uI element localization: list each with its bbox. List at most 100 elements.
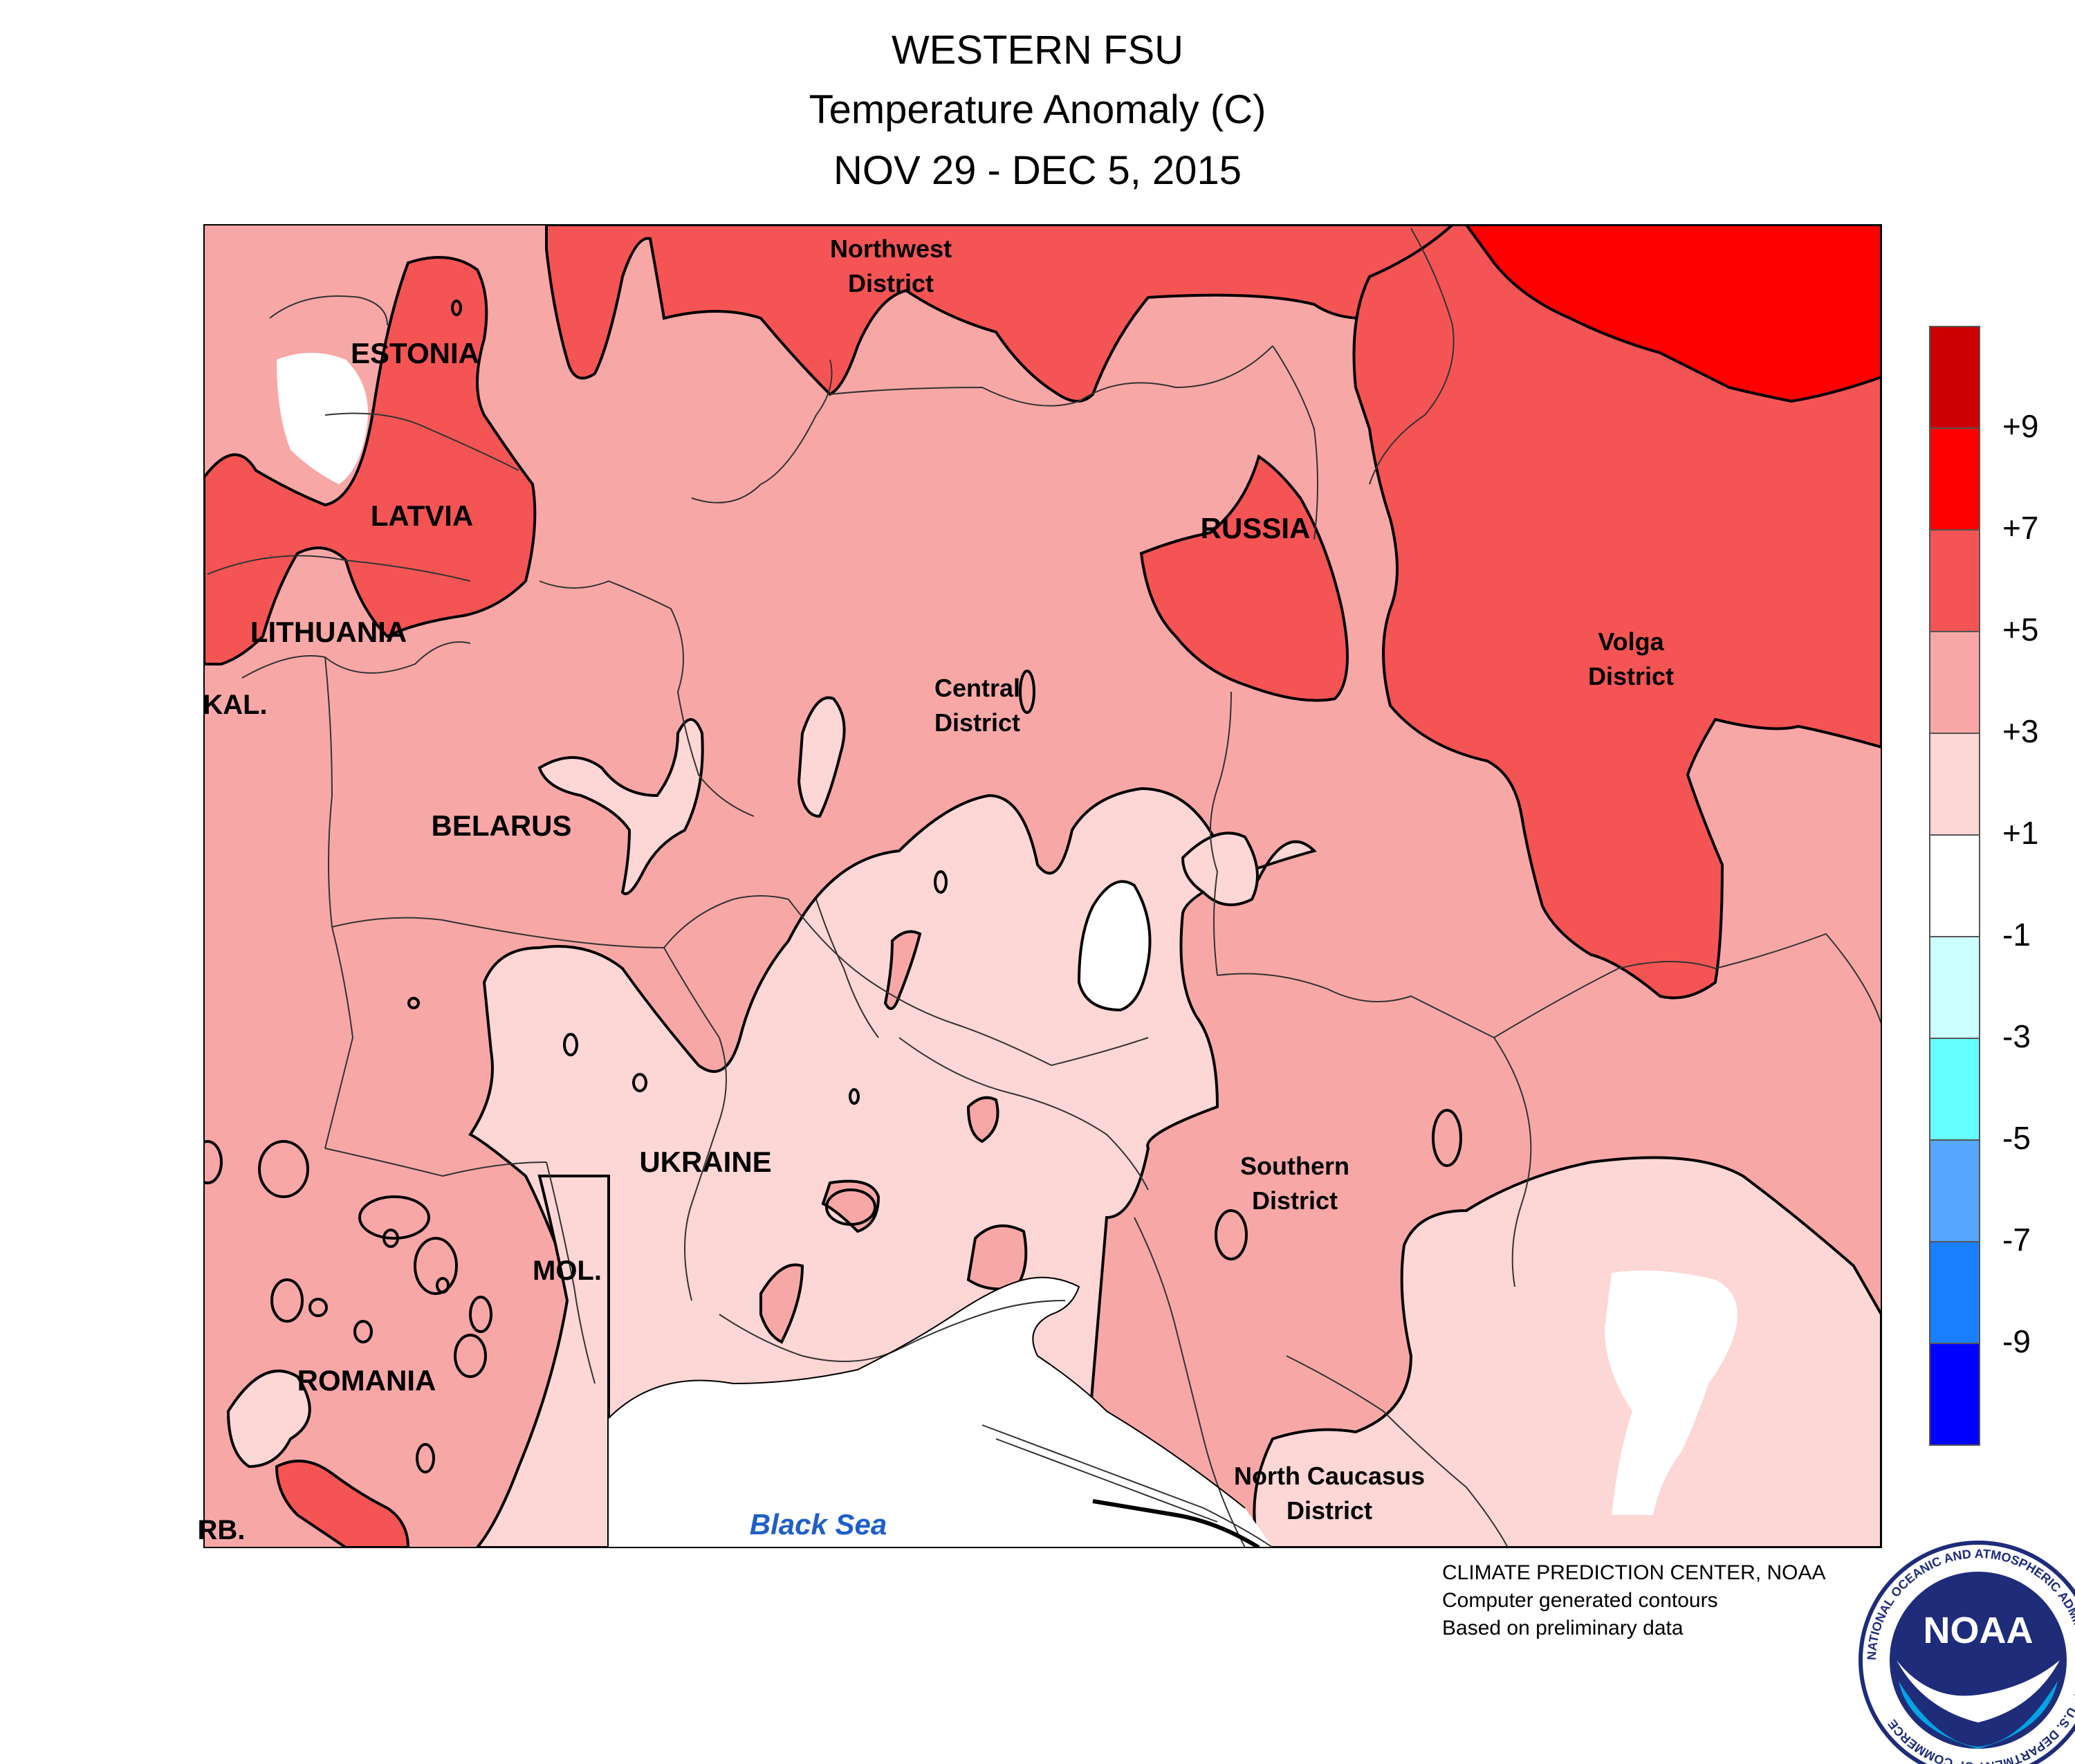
legend-swatch-3	[1929, 631, 1980, 734]
legend-swatch-7	[1929, 1038, 1980, 1141]
legend-swatch-0	[1929, 326, 1980, 429]
contour-island-15	[308, 1298, 328, 1317]
boundary-ukraine-south	[719, 1314, 900, 1362]
anomaly-region-moldova-romania-strip	[475, 1175, 610, 1547]
legend-tick-0: +9	[2002, 408, 2039, 444]
anomaly-region-neutral-caspian	[1605, 1270, 1737, 1515]
credit-line-2: Computer generated contours	[1442, 1589, 1718, 1612]
anomaly-region-ukraine-patch-3	[966, 1224, 1028, 1291]
logo-gull-shape	[1897, 1660, 2060, 1722]
boundary-moldova	[546, 1161, 596, 1384]
legend-tick-3: +3	[2002, 713, 2039, 749]
label-romania: ROMANIA	[297, 1364, 436, 1397]
contour-island-16	[353, 1320, 373, 1343]
anomaly-region-ukraine-patch-5	[883, 930, 922, 1010]
legend-color-bar	[1929, 326, 1980, 1446]
legend-swatch-2	[1929, 529, 1980, 632]
contour-island-7	[451, 300, 462, 316]
legend-tick-8: -7	[2002, 1222, 2031, 1258]
label-central-2: District	[934, 708, 1020, 737]
logo-wave	[1899, 1681, 2058, 1749]
credit-line-3: Based on preliminary data	[1442, 1617, 1684, 1639]
boundary-latvia-lithuania	[207, 555, 471, 582]
legend-tick-9: -9	[2002, 1323, 2031, 1359]
label-volga-1: Volga	[1598, 627, 1664, 656]
map-labels: Northwest District ESTONIA LATVIA LITHUA…	[198, 235, 1674, 1545]
anomaly-region-central-east	[1139, 454, 1349, 702]
label-volga-2: District	[1588, 662, 1674, 690]
anomaly-region-central	[797, 696, 846, 818]
legend-tick-6: -3	[2002, 1018, 2031, 1054]
contour-island-10	[258, 1140, 309, 1198]
boundary-volga-south	[1493, 932, 1881, 1038]
boundary-russia-ukraine	[788, 899, 1149, 1067]
label-northwest-2: District	[848, 269, 934, 297]
label-southern-2: District	[1252, 1186, 1338, 1215]
boundary-ukraine-oblast-a	[815, 899, 879, 1038]
title-line-1: WESTERN FSU	[891, 28, 1184, 73]
label-kal: KAL.	[203, 690, 267, 720]
anomaly-region-northeast	[1464, 225, 1881, 403]
label-north-caucasus-1: North Caucasus	[1234, 1462, 1425, 1490]
legend-tick-5: -1	[2002, 917, 2031, 953]
map-area	[204, 225, 1881, 1547]
label-black-sea: Black Sea	[750, 1508, 887, 1541]
boundary-ukraine-oblast-b	[663, 947, 727, 1301]
contour-island-17	[469, 1296, 492, 1333]
legend-tick-7: -5	[2002, 1120, 2031, 1156]
anomaly-region-baltics	[204, 256, 537, 665]
boundary-oblast-b	[1078, 345, 1273, 402]
legend-swatch-10	[1929, 1343, 1980, 1446]
label-lithuania: LITHUANIA	[250, 616, 407, 648]
boundary-southern-north	[1217, 973, 1495, 1038]
anomaly-region-neutral-central	[1077, 880, 1152, 1012]
contour-island-5	[1019, 670, 1035, 714]
anomaly-region-ukraine-patch-4	[966, 1096, 999, 1143]
boundary-crimea	[898, 1300, 1066, 1350]
anomaly-region-neutral-gulf	[277, 353, 368, 484]
contour-island-2	[563, 1033, 578, 1056]
boundary-ukraine-oblast-c	[898, 1037, 1149, 1191]
logo-noaa-text: NOAA	[1924, 1610, 2034, 1651]
boundary-caucasus-ridge-2	[995, 1438, 1218, 1523]
label-serbia: RB.	[198, 1515, 246, 1545]
boundary-belarus-west	[324, 656, 333, 928]
boundaries	[207, 228, 1881, 1547]
anomaly-region-northwest	[545, 225, 1455, 403]
label-northwest-1: Northwest	[830, 235, 952, 263]
boundary-southern-caucasus	[1134, 1217, 1246, 1547]
legend-tick-2: +5	[2002, 612, 2039, 647]
contour-island-11	[825, 1188, 876, 1226]
contour-island-4	[849, 1088, 860, 1105]
title-line-2: Temperature Anomaly (C)	[809, 87, 1266, 132]
label-moldova: MOL.	[533, 1256, 602, 1286]
label-belarus: BELARUS	[431, 809, 571, 842]
contour-island-21	[416, 1443, 435, 1473]
contour-island-20	[204, 1140, 223, 1184]
label-ukraine: UKRAINE	[639, 1146, 771, 1178]
boundary-estonia-latvia	[324, 412, 519, 471]
anomaly-region-romania-west	[226, 1369, 311, 1469]
boundary-oblast-a	[829, 386, 1080, 407]
boundary-lower-volga	[1493, 1037, 1532, 1287]
boundary-caucasus-east	[1286, 1355, 1509, 1547]
legend-swatch-4	[1929, 733, 1980, 836]
legend-swatch-5	[1929, 834, 1980, 937]
black-sea-contour	[608, 1276, 1246, 1509]
boundary-volga-east	[1369, 228, 1455, 485]
noaa-logo: NATIONAL OCEANIC AND ATMOSPHERIC ADMINIS…	[1859, 1541, 2075, 1764]
anomaly-region-ukraine-patch-2	[759, 1263, 804, 1344]
contour-island-9	[1215, 1209, 1248, 1260]
legend-swatch-8	[1929, 1139, 1980, 1242]
logo-inner-disc	[1890, 1572, 2067, 1749]
boundary-belarus-ukraine	[331, 895, 789, 949]
title-line-3: NOV 29 - DEC 5, 2015	[833, 148, 1242, 193]
contour-islands	[204, 300, 1462, 1473]
anomaly-region-volga-band	[1352, 225, 1881, 1000]
legend-swatch-6	[1929, 936, 1980, 1039]
label-russia: RUSSIA	[1201, 512, 1311, 544]
credit-line-1: CLIMATE PREDICTION CENTER, NOAA	[1442, 1561, 1826, 1584]
legend-tick-4: +1	[2002, 815, 2039, 851]
boundary-central-southern	[1210, 691, 1232, 976]
boundary-caucasus-ridge-thick	[1092, 1499, 1260, 1547]
